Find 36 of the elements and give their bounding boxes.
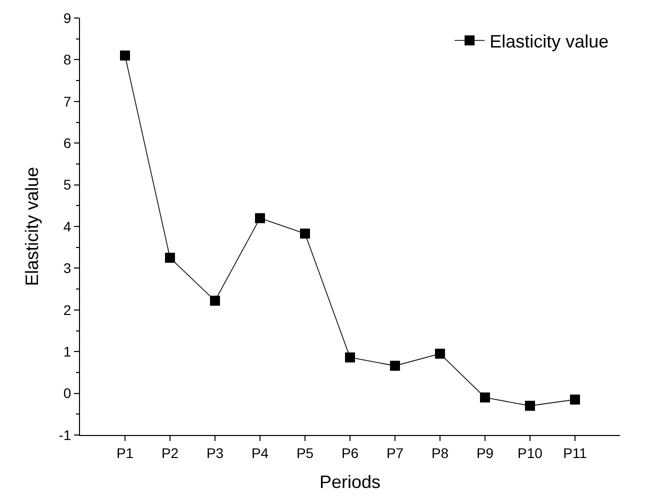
y-axis-title: Elasticity value [22,166,42,286]
x-tick-label: P6 [341,444,359,461]
x-tick-label: P9 [476,444,494,461]
y-tick-label: 0 [63,385,72,402]
x-tick-label: P11 [563,444,588,461]
y-tick-label: 6 [63,135,72,151]
x-tick-label: P10 [518,444,543,461]
x-tick-label: P4 [251,444,269,461]
y-tick-label: 3 [63,260,72,276]
point [570,394,580,405]
point [210,296,220,306]
y-tick-label: 4 [63,218,72,234]
legend-label: Elasticity value [490,31,609,52]
x-tick-label: P5 [296,444,314,461]
y-tick-label: 2 [63,302,72,318]
point [300,228,310,239]
x-tick-label: P7 [386,444,404,461]
x-axis-title: Periods [319,472,381,492]
y-tick-label: -1 [58,426,72,443]
x-tick-label: P3 [206,444,224,461]
point [255,213,265,224]
point [345,352,355,362]
x-tick-label: P1 [116,444,134,461]
point [435,348,445,359]
y-tick-label: 9 [63,10,72,26]
x-tick-label: P8 [431,444,449,461]
y-tick-label: 1 [63,344,72,360]
point [390,360,400,371]
point [120,50,130,61]
y-tick-label: 5 [63,176,72,193]
x-tick-label: P2 [161,444,179,461]
point [480,392,490,402]
y-tick-label: 7 [63,93,72,110]
point [525,400,535,411]
y-tick-label: 8 [63,52,72,68]
point [165,252,175,263]
